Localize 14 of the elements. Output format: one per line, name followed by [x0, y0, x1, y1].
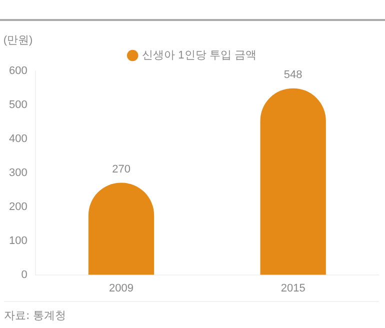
x-tick-label: 2009 — [109, 282, 134, 294]
y-tick-label: 0 — [21, 268, 28, 281]
data-label: 270 — [112, 164, 130, 176]
y-tick-label: 400 — [8, 132, 28, 145]
y-tick-label: 500 — [8, 99, 28, 111]
legend-label: 신생아 1인당 투입 금액 — [142, 50, 256, 62]
text: 자료: 통계청 — [4, 301, 379, 323]
y-tick-label: 600 — [8, 65, 28, 78]
x-tick-label: 2015 — [280, 282, 306, 294]
y-tick-label: 200 — [8, 200, 28, 213]
y-axis-title: (만원) — [3, 34, 33, 47]
data-label: 548 — [284, 69, 302, 82]
y-tick-label: 300 — [8, 166, 28, 179]
y-tick-label: 100 — [8, 234, 28, 247]
